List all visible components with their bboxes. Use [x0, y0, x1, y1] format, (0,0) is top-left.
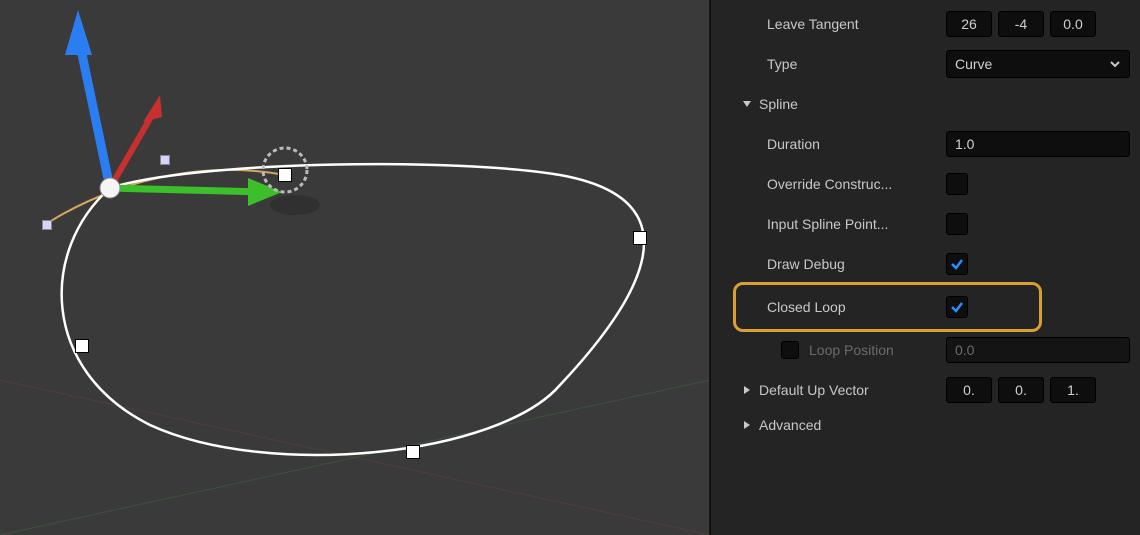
spline-control-point[interactable] — [278, 168, 292, 182]
leave-tangent-y[interactable] — [998, 11, 1044, 37]
spline-control-point[interactable] — [406, 445, 420, 459]
default-up-x[interactable] — [946, 377, 992, 403]
details-panel: Leave Tangent Type Curve Spline Duration — [710, 0, 1140, 535]
expand-icon — [741, 419, 753, 431]
gizmo-z-axis[interactable] — [78, 35, 110, 188]
gizmo-y-axis[interactable] — [110, 188, 265, 192]
section-advanced-label: Advanced — [759, 417, 821, 433]
tangent-handle[interactable] — [42, 220, 52, 230]
label-loop-position: Loop Position — [809, 342, 894, 358]
label-type: Type — [711, 56, 946, 72]
check-icon — [950, 257, 964, 271]
row-duration: Duration — [711, 124, 1140, 164]
row-leave-tangent: Leave Tangent — [711, 4, 1140, 44]
draw-debug-checkbox[interactable] — [946, 253, 968, 275]
label-duration: Duration — [711, 136, 946, 152]
duration-input[interactable] — [946, 131, 1130, 157]
expand-icon — [741, 98, 753, 110]
row-default-up: Default Up Vector — [711, 370, 1140, 410]
check-icon — [950, 300, 964, 314]
row-closed-loop: Closed Loop — [711, 284, 1140, 330]
spline-origin-point[interactable] — [100, 178, 120, 198]
closed-loop-checkbox[interactable] — [946, 296, 968, 318]
label-override: Override Construc... — [711, 176, 946, 192]
label-default-up: Default Up Vector — [759, 382, 869, 398]
input-points-checkbox[interactable] — [946, 213, 968, 235]
spline-control-point[interactable] — [75, 339, 89, 353]
viewport-canvas — [0, 0, 709, 535]
loop-position-input — [946, 337, 1130, 363]
section-advanced[interactable]: Advanced — [711, 410, 1140, 440]
override-checkbox[interactable] — [946, 173, 968, 195]
gizmo-z-head[interactable] — [65, 10, 92, 55]
section-spline[interactable]: Spline — [711, 84, 1140, 124]
default-up-z[interactable] — [1050, 377, 1096, 403]
section-spline-label: Spline — [759, 96, 798, 112]
row-input-points: Input Spline Point... — [711, 204, 1140, 244]
default-up-y[interactable] — [998, 377, 1044, 403]
row-loop-position: Loop Position — [711, 330, 1140, 370]
gizmo-x-head[interactable] — [143, 95, 162, 122]
row-override: Override Construc... — [711, 164, 1140, 204]
label-input-points: Input Spline Point... — [711, 216, 946, 232]
label-closed-loop: Closed Loop — [711, 299, 946, 315]
type-value: Curve — [955, 56, 992, 72]
label-leave-tangent: Leave Tangent — [711, 16, 946, 32]
row-type: Type Curve — [711, 44, 1140, 84]
label-draw-debug: Draw Debug — [711, 256, 946, 272]
type-dropdown[interactable]: Curve — [946, 50, 1130, 78]
loop-position-enable-checkbox[interactable] — [781, 341, 799, 359]
selection-shadow — [270, 195, 320, 215]
spline-control-point[interactable] — [633, 231, 647, 245]
spline-path[interactable] — [62, 164, 644, 455]
viewport-3d[interactable] — [0, 0, 710, 535]
chevron-down-icon — [1109, 58, 1121, 70]
gizmo-x-axis[interactable] — [110, 110, 155, 188]
expand-icon[interactable] — [741, 384, 753, 396]
tangent-handle[interactable] — [160, 155, 170, 165]
leave-tangent-z[interactable] — [1050, 11, 1096, 37]
row-draw-debug: Draw Debug — [711, 244, 1140, 284]
leave-tangent-x[interactable] — [946, 11, 992, 37]
